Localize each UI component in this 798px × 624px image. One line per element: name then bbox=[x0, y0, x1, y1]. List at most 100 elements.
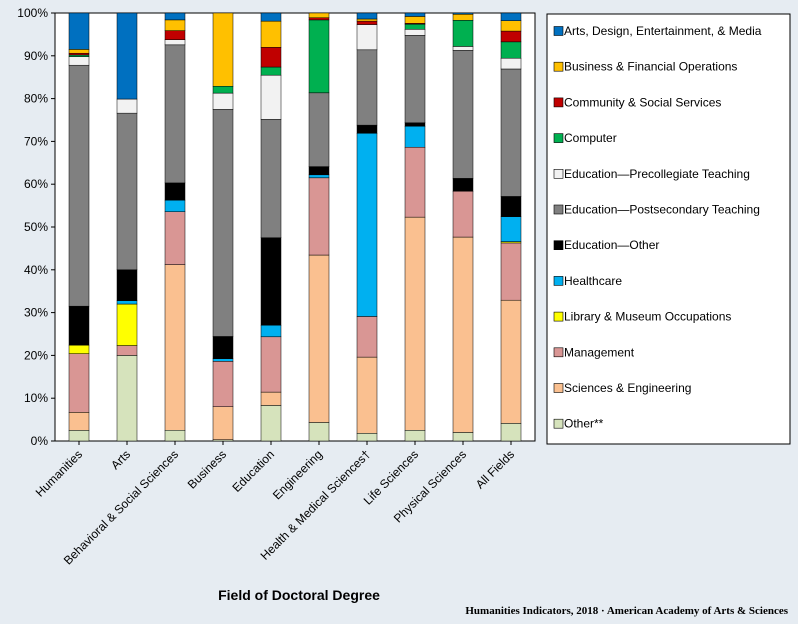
bar-segment-arts-design-entertainment-media bbox=[164, 12, 186, 21]
bar-segment-community-social-services bbox=[260, 47, 282, 68]
bar-segment-sciences-engineering bbox=[404, 216, 426, 431]
bar-segment-community-social-services bbox=[308, 17, 330, 21]
bar-segment-management bbox=[212, 361, 234, 407]
bar-segment-education-other bbox=[404, 122, 426, 127]
bar-segment-other bbox=[356, 433, 378, 442]
bar-segment-business-financial-operations bbox=[356, 18, 378, 22]
bar-segment-computer bbox=[260, 66, 282, 76]
bar-segment-other bbox=[500, 423, 522, 442]
bar-segment-sciences-engineering bbox=[260, 391, 282, 406]
x-axis-title: Field of Doctoral Degree bbox=[218, 587, 380, 603]
y-axis: 0% 10% 20% 30% 40% 50% 60% 70% 80% 90% 100% bbox=[17, 6, 55, 448]
bar-segment-education-postsecondary-teaching bbox=[356, 49, 378, 126]
bar-segment-healthcare bbox=[260, 324, 282, 338]
bar-segment-community-social-services bbox=[356, 20, 378, 25]
bar-segment-other bbox=[404, 430, 426, 442]
y-tick-label: 50% bbox=[24, 220, 48, 234]
bar-segment-education-other bbox=[452, 178, 474, 192]
bar-segment-education-postsecondary-teaching bbox=[164, 44, 186, 184]
bar-segment-library-museum-occupations bbox=[116, 303, 138, 346]
bar-segment-education-precollegiate-teaching bbox=[260, 74, 282, 120]
bar-segment-education-other bbox=[164, 182, 186, 201]
bar-segment-management bbox=[68, 353, 90, 413]
y-tick-label: 0% bbox=[31, 434, 49, 448]
bar-segment-education-other bbox=[308, 166, 330, 176]
bar-segment-computer bbox=[452, 20, 474, 47]
bar-segment-management bbox=[260, 336, 282, 393]
bar-segment-healthcare bbox=[212, 358, 234, 362]
y-tick-label: 60% bbox=[24, 177, 48, 191]
bar-segment-education-other bbox=[500, 196, 522, 217]
bar-segment-education-postsecondary-teaching bbox=[260, 119, 282, 238]
bar-stack-health-medical-sciences bbox=[356, 12, 378, 442]
legend-swatch-education-precollegiate-teaching bbox=[553, 169, 564, 179]
legend-label-arts-design-entertainment-media: Arts, Design, Entertainment, & Media bbox=[564, 24, 762, 38]
x-category-label: Education bbox=[229, 447, 277, 495]
bar-segment-arts-design-entertainment-media bbox=[356, 12, 378, 20]
bar-segment-healthcare bbox=[116, 300, 138, 305]
bar-segment-education-precollegiate-teaching bbox=[212, 92, 234, 110]
y-tick-label: 20% bbox=[24, 348, 48, 362]
legend-label-community-social-services: Community & Social Services bbox=[564, 95, 721, 109]
bar-segment-other bbox=[68, 430, 90, 442]
bar-segment-computer bbox=[404, 23, 426, 30]
y-tick-label: 90% bbox=[24, 49, 48, 63]
bar-segment-other bbox=[116, 355, 138, 442]
x-category-label: All Fields bbox=[473, 447, 517, 491]
bar-stack-physical-sciences bbox=[452, 12, 474, 442]
bar-stack-arts bbox=[116, 12, 138, 442]
legend-swatch-management bbox=[553, 347, 564, 358]
y-tick-label: 40% bbox=[24, 263, 48, 277]
bar-segment-education-precollegiate-teaching bbox=[404, 29, 426, 36]
credit-line: Humanities Indicators, 2018 · American A… bbox=[465, 605, 788, 617]
x-category-label: Humanities bbox=[33, 447, 85, 499]
bar-segment-other bbox=[452, 432, 474, 442]
bar-segment-education-postsecondary-teaching bbox=[116, 112, 138, 271]
bar-segment-education-other bbox=[260, 237, 282, 326]
bar-segment-healthcare bbox=[500, 216, 522, 242]
bar-segment-sciences-engineering bbox=[164, 264, 186, 431]
bar-segment-education-postsecondary-teaching bbox=[68, 64, 90, 307]
x-category-label: Business bbox=[185, 447, 229, 491]
bar-segment-business-financial-operations bbox=[500, 20, 522, 32]
bar-segment-business-financial-operations bbox=[212, 12, 234, 87]
legend-label-education-other: Education—Other bbox=[564, 238, 659, 252]
bar-segment-management bbox=[164, 211, 186, 265]
bar-segment-arts-design-entertainment-media bbox=[500, 12, 522, 22]
legend-swatch-computer bbox=[553, 133, 564, 143]
x-category-label: Arts bbox=[108, 447, 133, 472]
bar-segment-sciences-engineering bbox=[212, 406, 234, 440]
legend-label-education-postsecondary-teaching: Education—Postsecondary Teaching bbox=[564, 203, 760, 217]
legend-swatch-arts-design-entertainment-media bbox=[553, 26, 564, 36]
bar-segment-management bbox=[308, 177, 330, 256]
bar-segment-healthcare bbox=[308, 174, 330, 179]
y-tick-label: 80% bbox=[24, 92, 48, 106]
bar-segment-business-financial-operations bbox=[68, 49, 90, 54]
bar-segment-healthcare bbox=[404, 125, 426, 148]
legend-swatch-education-postsecondary-teaching bbox=[553, 204, 564, 215]
bar-segment-business-financial-operations bbox=[308, 12, 330, 18]
bar-segment-community-social-services bbox=[164, 30, 186, 40]
bar-stack-business bbox=[212, 12, 234, 442]
bar-segment-arts-design-entertainment-media bbox=[116, 12, 138, 100]
bar-segment-arts-design-entertainment-media bbox=[68, 12, 90, 50]
bar-segment-computer bbox=[68, 54, 90, 57]
bar-segment-management bbox=[500, 242, 522, 301]
bar-stack-humanities bbox=[68, 12, 90, 442]
bar-segment-community-social-services bbox=[500, 30, 522, 43]
bar-segment-other bbox=[260, 405, 282, 442]
legend-label-management: Management bbox=[564, 345, 635, 359]
legend-label-other: Other** bbox=[564, 417, 604, 431]
bar-segment-community-social-services bbox=[68, 52, 90, 56]
bar-segment-management bbox=[452, 190, 474, 238]
bar-segment-education-precollegiate-teaching bbox=[356, 24, 378, 51]
legend-label-business-financial-operations: Business & Financial Operations bbox=[564, 60, 737, 74]
bar-segment-management bbox=[116, 345, 138, 356]
bar-segment-education-precollegiate-teaching bbox=[116, 98, 138, 114]
bar-segment-sciences-engineering bbox=[452, 236, 474, 433]
bar-stack-engineering bbox=[308, 12, 330, 442]
bar-segment-library-museum-occupations bbox=[68, 344, 90, 354]
legend-swatch-education-other bbox=[553, 240, 564, 250]
bar-segment-education-postsecondary-teaching bbox=[500, 68, 522, 197]
